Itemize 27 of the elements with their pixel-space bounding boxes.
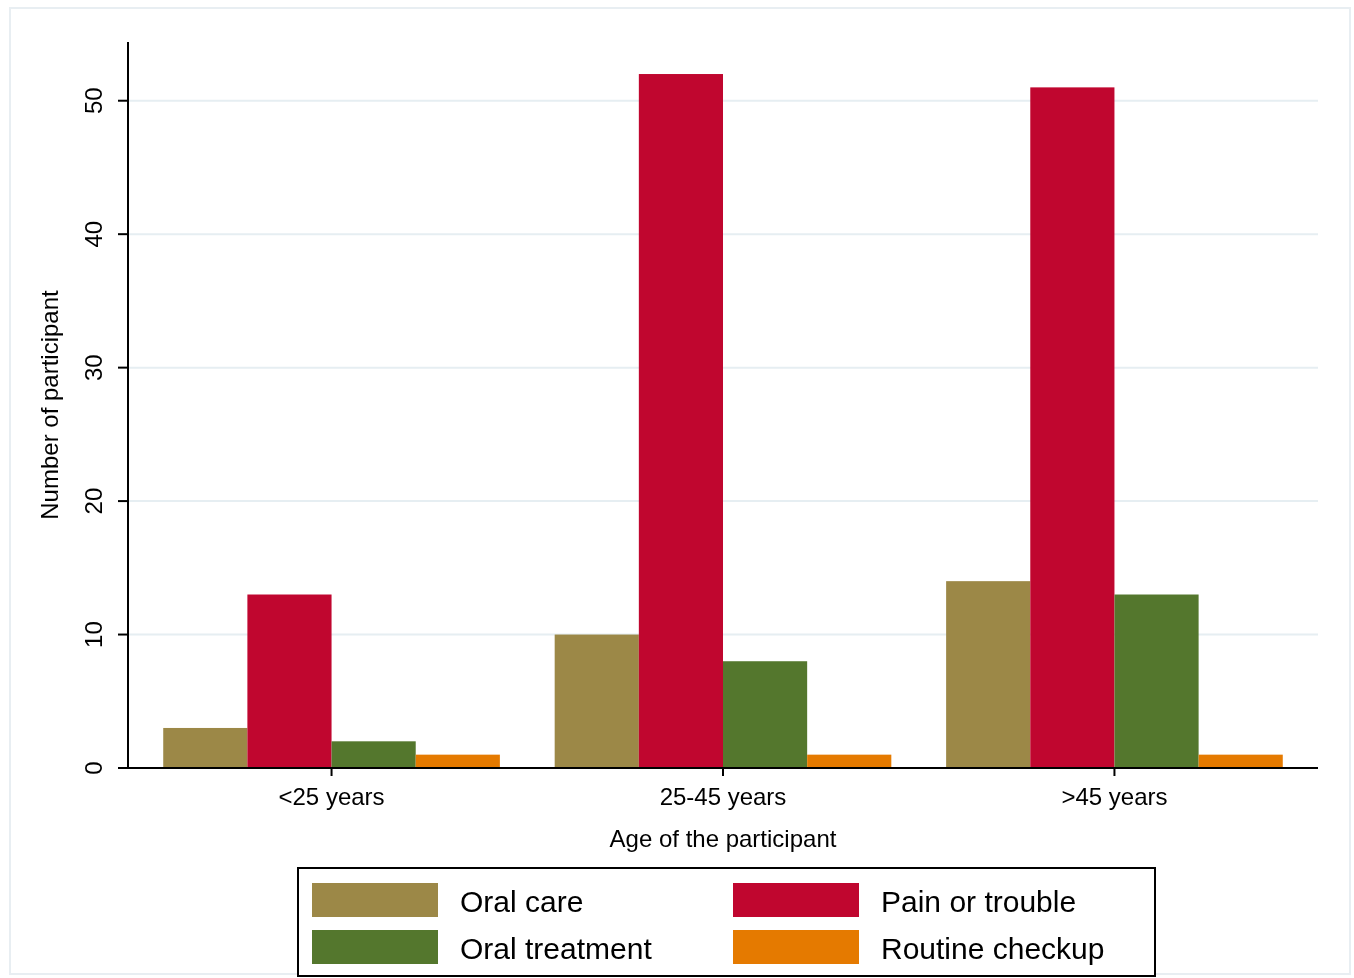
y-tick-label: 20 <box>80 487 107 515</box>
y-tick-label: 0 <box>80 761 107 775</box>
legend-label: Oral treatment <box>460 932 653 965</box>
y-axis-title: Number of participant <box>36 289 63 520</box>
legend-label: Pain or trouble <box>881 885 1077 918</box>
x-tick-label: <25 years <box>278 783 385 810</box>
bar <box>1198 754 1283 768</box>
bar <box>638 74 723 768</box>
y-tick-label: 10 <box>80 621 107 648</box>
legend-label: Oral care <box>460 885 584 918</box>
y-tick-label: 40 <box>80 220 107 248</box>
x-axis-title: Age of the participant <box>609 825 837 852</box>
bar <box>554 634 639 768</box>
y-tick-label: 50 <box>80 87 107 115</box>
bar <box>247 594 332 768</box>
bar <box>163 727 248 768</box>
bar <box>1114 594 1199 768</box>
legend-label: Routine checkup <box>881 932 1105 965</box>
bar <box>946 581 1031 768</box>
y-tick-label: 30 <box>80 354 107 381</box>
bar <box>723 661 808 768</box>
bar <box>415 754 500 768</box>
x-tick-label: >45 years <box>1061 783 1168 810</box>
bar <box>1030 87 1115 768</box>
bar <box>807 754 892 768</box>
bar <box>331 741 416 768</box>
x-tick-label: 25-45 years <box>659 783 787 810</box>
